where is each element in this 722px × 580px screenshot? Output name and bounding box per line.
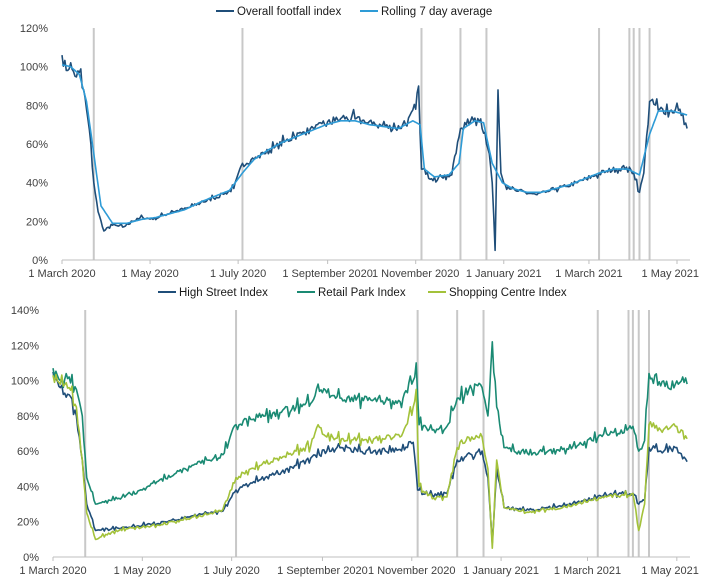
top-y-tick-label: 80% <box>26 100 48 112</box>
bottom-x-axis: 1 March 2020 1 May 2020 1 July 2020 1 Septe… <box>19 556 699 577</box>
top-series-lines <box>61 54 688 252</box>
top-y-tick-label: 120% <box>20 23 48 35</box>
bottom-x-tick-label: 1 May 2021 <box>641 565 698 577</box>
bottom-x-tick-label: 1 March 2020 <box>19 565 86 577</box>
bottom-y-tick-label: 60% <box>17 446 39 458</box>
top-x-tick-label: 1 July 2020 <box>210 268 266 280</box>
top-y-tick-label: 0% <box>32 255 48 267</box>
series-line-rolling <box>61 63 688 225</box>
series-line-retail-park <box>52 341 688 505</box>
top-event-lines <box>92 28 651 260</box>
top-x-tick-label: 1 January 2021 <box>466 268 542 280</box>
chart-top: Overall footfall index Rolling 7 day ave… <box>20 6 699 280</box>
bottom-x-tick-label: 1 September 2020 <box>277 565 368 577</box>
bottom-y-tick-label: 0% <box>23 552 39 564</box>
series-line-high-street <box>52 371 688 544</box>
bottom-series-lines <box>52 341 688 549</box>
top-y-tick-label: 40% <box>26 178 48 190</box>
bottom-y-tick-label: 20% <box>17 517 39 529</box>
bottom-y-tick-label: 120% <box>11 340 39 352</box>
top-legend: Overall footfall index Rolling 7 day ave… <box>216 6 492 18</box>
top-y-tick-label: 60% <box>26 139 48 151</box>
series-line-shopping-centre <box>52 373 688 549</box>
top-x-tick-label: 1 May 2020 <box>121 268 178 280</box>
bottom-x-tick-label: 1 November 2020 <box>368 565 455 577</box>
top-x-tick-label: 1 May 2021 <box>642 268 699 280</box>
top-y-tick-label: 100% <box>20 62 48 74</box>
legend-label-rolling: Rolling 7 day average <box>381 6 492 18</box>
series-line-overall <box>61 54 688 252</box>
top-x-tick-label: 1 March 2021 <box>555 268 622 280</box>
bottom-y-tick-label: 140% <box>11 305 39 317</box>
top-x-tick-label: 1 March 2020 <box>28 268 95 280</box>
top-x-tick-label: 1 November 2020 <box>372 268 459 280</box>
legend-label-shopping-centre: Shopping Centre Index <box>449 287 567 299</box>
bottom-y-tick-label: 100% <box>11 376 39 388</box>
bottom-x-tick-label: 1 July 2020 <box>204 565 260 577</box>
bottom-y-axis: 0% 20% 40% 60% 80% 100% 120% 140% <box>11 305 39 564</box>
top-x-tick-label: 1 September 2020 <box>282 268 373 280</box>
bottom-x-tick-label: 1 May 2020 <box>114 565 171 577</box>
top-x-axis: 1 March 2020 1 May 2020 1 July 2020 1 Septe… <box>28 259 699 280</box>
bottom-x-tick-label: 1 March 2021 <box>554 565 621 577</box>
chart-bottom: High Street Index Retail Park Index Shop… <box>11 287 699 577</box>
bottom-y-tick-label: 40% <box>17 481 39 493</box>
bottom-x-tick-label: 1 January 2021 <box>463 565 539 577</box>
bottom-legend: High Street Index Retail Park Index Shop… <box>158 287 567 299</box>
top-y-tick-label: 20% <box>26 216 48 228</box>
legend-label-high-street: High Street Index <box>179 287 268 299</box>
top-y-axis: 0% 20% 40% 60% 80% 100% 120% <box>20 23 48 267</box>
legend-label-retail-park: Retail Park Index <box>318 287 406 299</box>
legend-label-overall: Overall footfall index <box>237 6 341 18</box>
bottom-y-tick-label: 80% <box>17 411 39 423</box>
